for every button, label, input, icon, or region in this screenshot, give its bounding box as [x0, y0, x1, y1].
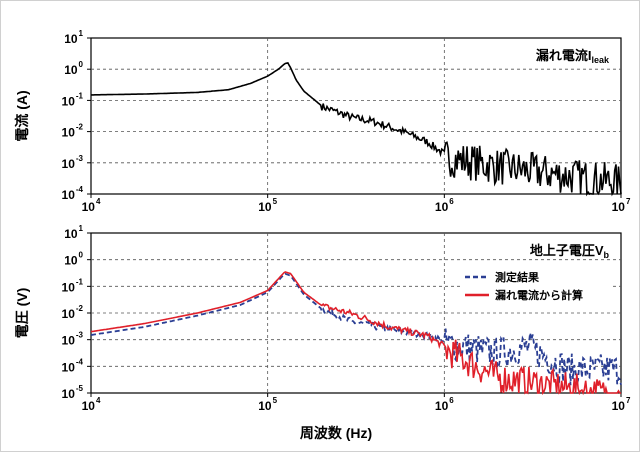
series-line-1 [91, 61, 622, 197]
series-line-2 [90, 271, 621, 396]
y-tick-label: 10-2 [62, 123, 84, 140]
y-tick-label: 10-3 [62, 154, 84, 171]
y-axis-label: 電流 (A) [14, 90, 30, 141]
y-tick-label: 10-1 [62, 91, 84, 108]
y-axis-label: 電圧 (V) [14, 288, 30, 339]
x-tick-label: 105 [258, 396, 277, 413]
plot-area [90, 37, 622, 195]
y-tick-label: 10-2 [62, 304, 84, 321]
x-axis-label: 周波数 (Hz) [300, 425, 372, 441]
legend-label: 測定結果 [495, 270, 539, 284]
series-annotation: 地上子電圧Vb [530, 243, 610, 260]
legend-box [461, 267, 611, 309]
y-tick-label: 10-4 [62, 357, 84, 374]
series-line-1 [90, 272, 622, 386]
y-tick-label: 10-1 [62, 277, 84, 294]
legend-label: 漏れ電流から計算 [495, 288, 583, 302]
y-tick-label: 10-4 [62, 185, 84, 202]
x-tick-label: 104 [82, 197, 101, 214]
y-tick-label: 101 [64, 29, 83, 46]
y-tick-label: 10-5 [62, 384, 84, 401]
y-tick-label: 100 [64, 251, 83, 268]
x-tick-label: 106 [435, 396, 454, 413]
x-tick-label: 107 [612, 197, 631, 214]
x-tick-label: 104 [82, 396, 101, 413]
x-tick-label: 106 [435, 197, 454, 214]
y-tick-label: 100 [64, 60, 83, 77]
y-tick-label: 10-3 [62, 331, 84, 348]
x-tick-label: 105 [258, 197, 277, 214]
x-tick-label: 107 [612, 396, 631, 413]
series-annotation: 漏れ電流Ileak [536, 48, 610, 65]
y-tick-label: 101 [64, 224, 83, 241]
